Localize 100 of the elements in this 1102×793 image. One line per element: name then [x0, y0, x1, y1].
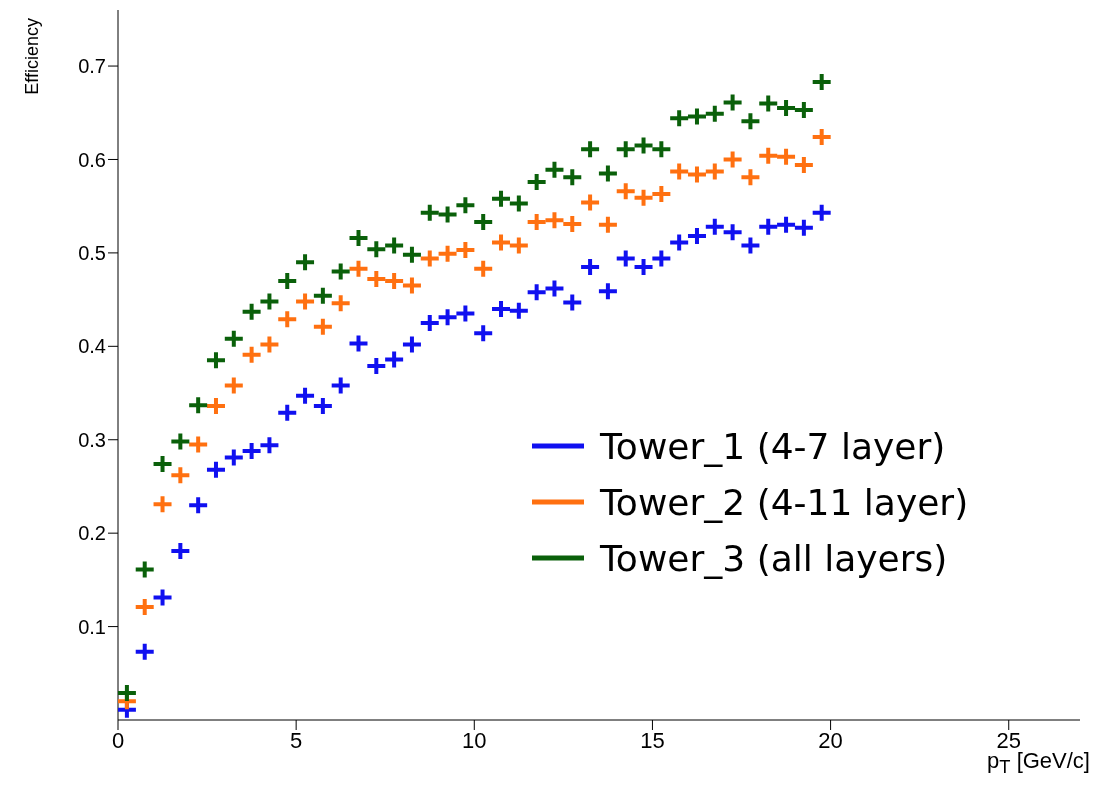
point: [792, 99, 815, 120]
point: [169, 431, 192, 452]
point: [632, 256, 655, 277]
point: [454, 303, 477, 324]
y-tick-label: 0.5: [78, 241, 106, 264]
point: [294, 291, 317, 312]
point: [418, 312, 441, 333]
point: [276, 309, 299, 330]
point: [668, 108, 691, 129]
point: [133, 559, 156, 580]
point: [596, 214, 619, 235]
point: [240, 344, 263, 365]
point: [222, 328, 245, 349]
point: [596, 163, 619, 184]
point: [685, 106, 708, 127]
point: [703, 216, 726, 237]
point: [169, 465, 192, 486]
point: [436, 204, 459, 225]
point: [347, 227, 370, 248]
point: [204, 350, 227, 371]
point: [775, 146, 798, 167]
point: [311, 396, 334, 417]
point: [383, 270, 406, 291]
point: [632, 135, 655, 156]
point: [454, 195, 477, 216]
y-tick-label: 0.6: [78, 148, 106, 171]
point: [472, 258, 495, 279]
point: [757, 216, 780, 237]
point: [187, 495, 210, 516]
point: [311, 285, 334, 306]
point: [490, 188, 513, 209]
point: [775, 98, 798, 119]
y-tick-label: 0.2: [78, 522, 106, 545]
point: [329, 293, 352, 314]
point: [703, 161, 726, 182]
point: [525, 282, 548, 303]
point: [490, 232, 513, 253]
point: [365, 239, 388, 260]
point: [561, 213, 584, 234]
point: [169, 540, 192, 561]
point: [472, 323, 495, 344]
point: [258, 435, 281, 456]
point: [365, 355, 388, 376]
point: [151, 587, 174, 608]
x-tick-label: 10: [462, 727, 487, 753]
point: [775, 214, 798, 235]
y-tick-label: 0.4: [78, 335, 106, 358]
point: [490, 298, 513, 319]
point: [347, 333, 370, 354]
point: [222, 447, 245, 468]
point: [810, 127, 833, 148]
point: [757, 93, 780, 114]
point: [454, 240, 477, 261]
point: [614, 181, 637, 202]
point: [685, 164, 708, 185]
point: [383, 235, 406, 256]
point: [650, 139, 673, 160]
point: [561, 167, 584, 188]
point: [703, 103, 726, 124]
point: [632, 187, 655, 208]
point: [151, 494, 174, 515]
point: [650, 248, 673, 269]
point: [222, 375, 245, 396]
point: [329, 261, 352, 282]
point: [151, 454, 174, 475]
point: [685, 226, 708, 247]
point: [792, 217, 815, 238]
point: [258, 334, 281, 355]
point: [311, 316, 334, 337]
point: [579, 192, 602, 213]
point: [721, 222, 744, 243]
point: [561, 292, 584, 313]
legend-label: Tower_2 (4-11 layer): [600, 481, 969, 523]
x-tick-label: 20: [818, 727, 843, 753]
point: [792, 155, 815, 176]
point: [507, 235, 530, 256]
y-tick-label: 0.7: [78, 55, 106, 78]
point: [400, 334, 423, 355]
point: [543, 159, 566, 180]
point: [543, 210, 566, 231]
point: [739, 167, 762, 188]
point: [721, 149, 744, 170]
point: [721, 92, 744, 113]
point: [543, 278, 566, 299]
point: [240, 440, 263, 461]
point: [579, 139, 602, 160]
legend-label: Tower_3 (all layers): [600, 537, 948, 579]
point: [294, 252, 317, 273]
point: [596, 281, 619, 302]
point: [400, 275, 423, 296]
point: [579, 256, 602, 277]
legend-label: Tower_1 (4-7 layer): [600, 425, 946, 467]
point: [757, 145, 780, 166]
point: [614, 248, 637, 269]
point: [418, 248, 441, 269]
point: [810, 202, 833, 223]
point: [739, 111, 762, 132]
point: [365, 269, 388, 290]
point: [650, 184, 673, 205]
x-tick-label: 0: [111, 727, 125, 753]
